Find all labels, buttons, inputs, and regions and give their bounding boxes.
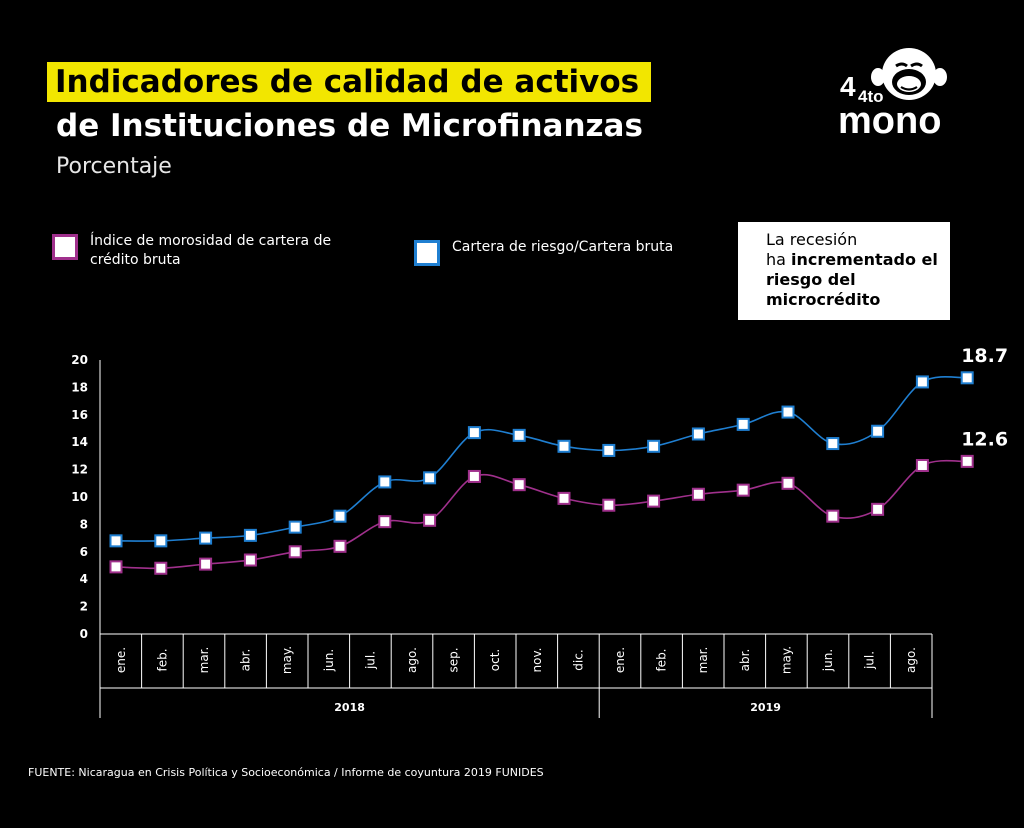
- data-point-riesgo: [512, 428, 526, 442]
- data-point-riesgo: [154, 534, 168, 548]
- x-tick-label: jun.: [821, 649, 835, 672]
- x-tick-label: feb.: [655, 648, 669, 671]
- data-point-morosidad: [154, 561, 168, 575]
- data-point-morosidad: [557, 491, 571, 505]
- data-point-riesgo: [915, 375, 929, 389]
- data-point-riesgo: [109, 534, 123, 548]
- x-tick-label: ene.: [114, 647, 128, 673]
- year-label: 2019: [750, 701, 781, 714]
- annotation-bold-text: incrementado el riesgo del microcrédito: [766, 250, 938, 309]
- x-tick-label: mar.: [197, 647, 211, 674]
- x-tick-label: nov.: [530, 648, 544, 673]
- x-tick-label: mar.: [696, 647, 710, 674]
- data-point-morosidad: [960, 454, 974, 468]
- x-tick-label: may.: [280, 646, 294, 674]
- data-point-riesgo: [333, 509, 347, 523]
- data-point-morosidad: [826, 509, 840, 523]
- logo-text-small: 4to: [858, 87, 884, 106]
- data-point-riesgo: [467, 426, 481, 440]
- data-point-morosidad: [467, 469, 481, 483]
- x-tick-label: jun.: [322, 649, 336, 672]
- data-point-morosidad: [736, 483, 750, 497]
- legend-swatch-morosidad: [52, 234, 78, 260]
- series-line-morosidad: [115, 459, 968, 570]
- chart-subtitle: Porcentaje: [56, 154, 172, 179]
- y-tick-label: 16: [71, 408, 88, 422]
- y-tick-label: 18: [71, 380, 88, 394]
- data-point-morosidad: [781, 476, 795, 490]
- data-point-riesgo: [871, 424, 885, 438]
- x-tick-label: abr.: [239, 649, 253, 672]
- source-note: FUENTE: Nicaragua en Crisis Política y S…: [28, 766, 544, 779]
- y-tick-label: 14: [71, 435, 88, 449]
- y-tick-label: 6: [80, 545, 88, 559]
- data-point-riesgo: [647, 439, 661, 453]
- data-point-riesgo: [691, 427, 705, 441]
- data-point-riesgo: [288, 520, 302, 534]
- x-tick-label: sep.: [447, 647, 461, 672]
- data-point-morosidad: [378, 515, 392, 529]
- data-point-morosidad: [512, 478, 526, 492]
- end-label-morosidad: 12.6: [961, 428, 1008, 450]
- x-tick-label: ago.: [405, 647, 419, 673]
- data-point-morosidad: [647, 494, 661, 508]
- x-tick-label: ene.: [613, 647, 627, 673]
- x-tick-label: oct.: [488, 649, 502, 671]
- data-point-riesgo: [557, 439, 571, 453]
- series-line-riesgo: [115, 375, 968, 542]
- y-tick-label: 20: [71, 353, 88, 367]
- y-tick-label: 2: [80, 600, 88, 614]
- svg-text:4: 4: [840, 71, 856, 102]
- x-tick-label: jul.: [863, 651, 877, 670]
- data-point-morosidad: [243, 553, 257, 567]
- x-tick-label: may.: [779, 646, 793, 674]
- annotation-text: ha: [766, 250, 792, 269]
- data-point-morosidad: [691, 487, 705, 501]
- x-tick-label: ago.: [904, 647, 918, 673]
- legend-label-riesgo: Cartera de riesgo/Cartera bruta: [452, 239, 674, 255]
- data-point-riesgo: [423, 471, 437, 485]
- year-label: 2018: [334, 701, 365, 714]
- data-point-morosidad: [871, 502, 885, 516]
- annotation-box: La recesión ha incrementado el riesgo de…: [738, 222, 950, 320]
- data-point-morosidad: [288, 545, 302, 559]
- data-point-morosidad: [423, 513, 437, 527]
- data-point-riesgo: [736, 417, 750, 431]
- y-tick-label: 4: [80, 572, 88, 586]
- data-point-riesgo: [199, 531, 213, 545]
- chart-title-line2: de Instituciones de Microfinanzas: [56, 108, 643, 144]
- y-tick-label: 10: [71, 490, 88, 504]
- data-point-morosidad: [333, 539, 347, 553]
- x-tick-label: feb.: [155, 648, 169, 671]
- data-point-riesgo: [602, 443, 616, 457]
- x-tick-label: abr.: [738, 649, 752, 672]
- x-tick-label: dic.: [571, 649, 585, 670]
- legend-label-morosidad: Índice de morosidad de cartera de crédit…: [90, 233, 332, 268]
- annotation-line1: La recesión: [766, 230, 858, 249]
- data-point-riesgo: [378, 475, 392, 489]
- data-point-riesgo: [243, 528, 257, 542]
- monkey-logo-icon: 4 4to mono: [838, 48, 947, 138]
- y-tick-label: 8: [80, 517, 88, 531]
- data-point-riesgo: [781, 405, 795, 419]
- x-tick-label: jul.: [363, 651, 377, 670]
- chart-title-line1: Indicadores de calidad de activos: [47, 62, 652, 102]
- logo-text-large: mono: [838, 100, 941, 138]
- data-point-morosidad: [915, 458, 929, 472]
- y-tick-label: 12: [71, 463, 88, 477]
- data-point-morosidad: [199, 557, 213, 571]
- data-point-riesgo: [960, 371, 974, 385]
- data-point-morosidad: [602, 498, 616, 512]
- data-point-morosidad: [109, 560, 123, 574]
- y-tick-label: 0: [80, 627, 88, 641]
- legend-swatch-riesgo: [414, 240, 440, 266]
- end-label-riesgo: 18.7: [961, 345, 1008, 367]
- legend-item-riesgo: Cartera de riesgo/Cartera bruta: [414, 238, 673, 266]
- legend-item-morosidad: Índice de morosidad de cartera de crédit…: [52, 232, 360, 270]
- data-point-riesgo: [826, 437, 840, 451]
